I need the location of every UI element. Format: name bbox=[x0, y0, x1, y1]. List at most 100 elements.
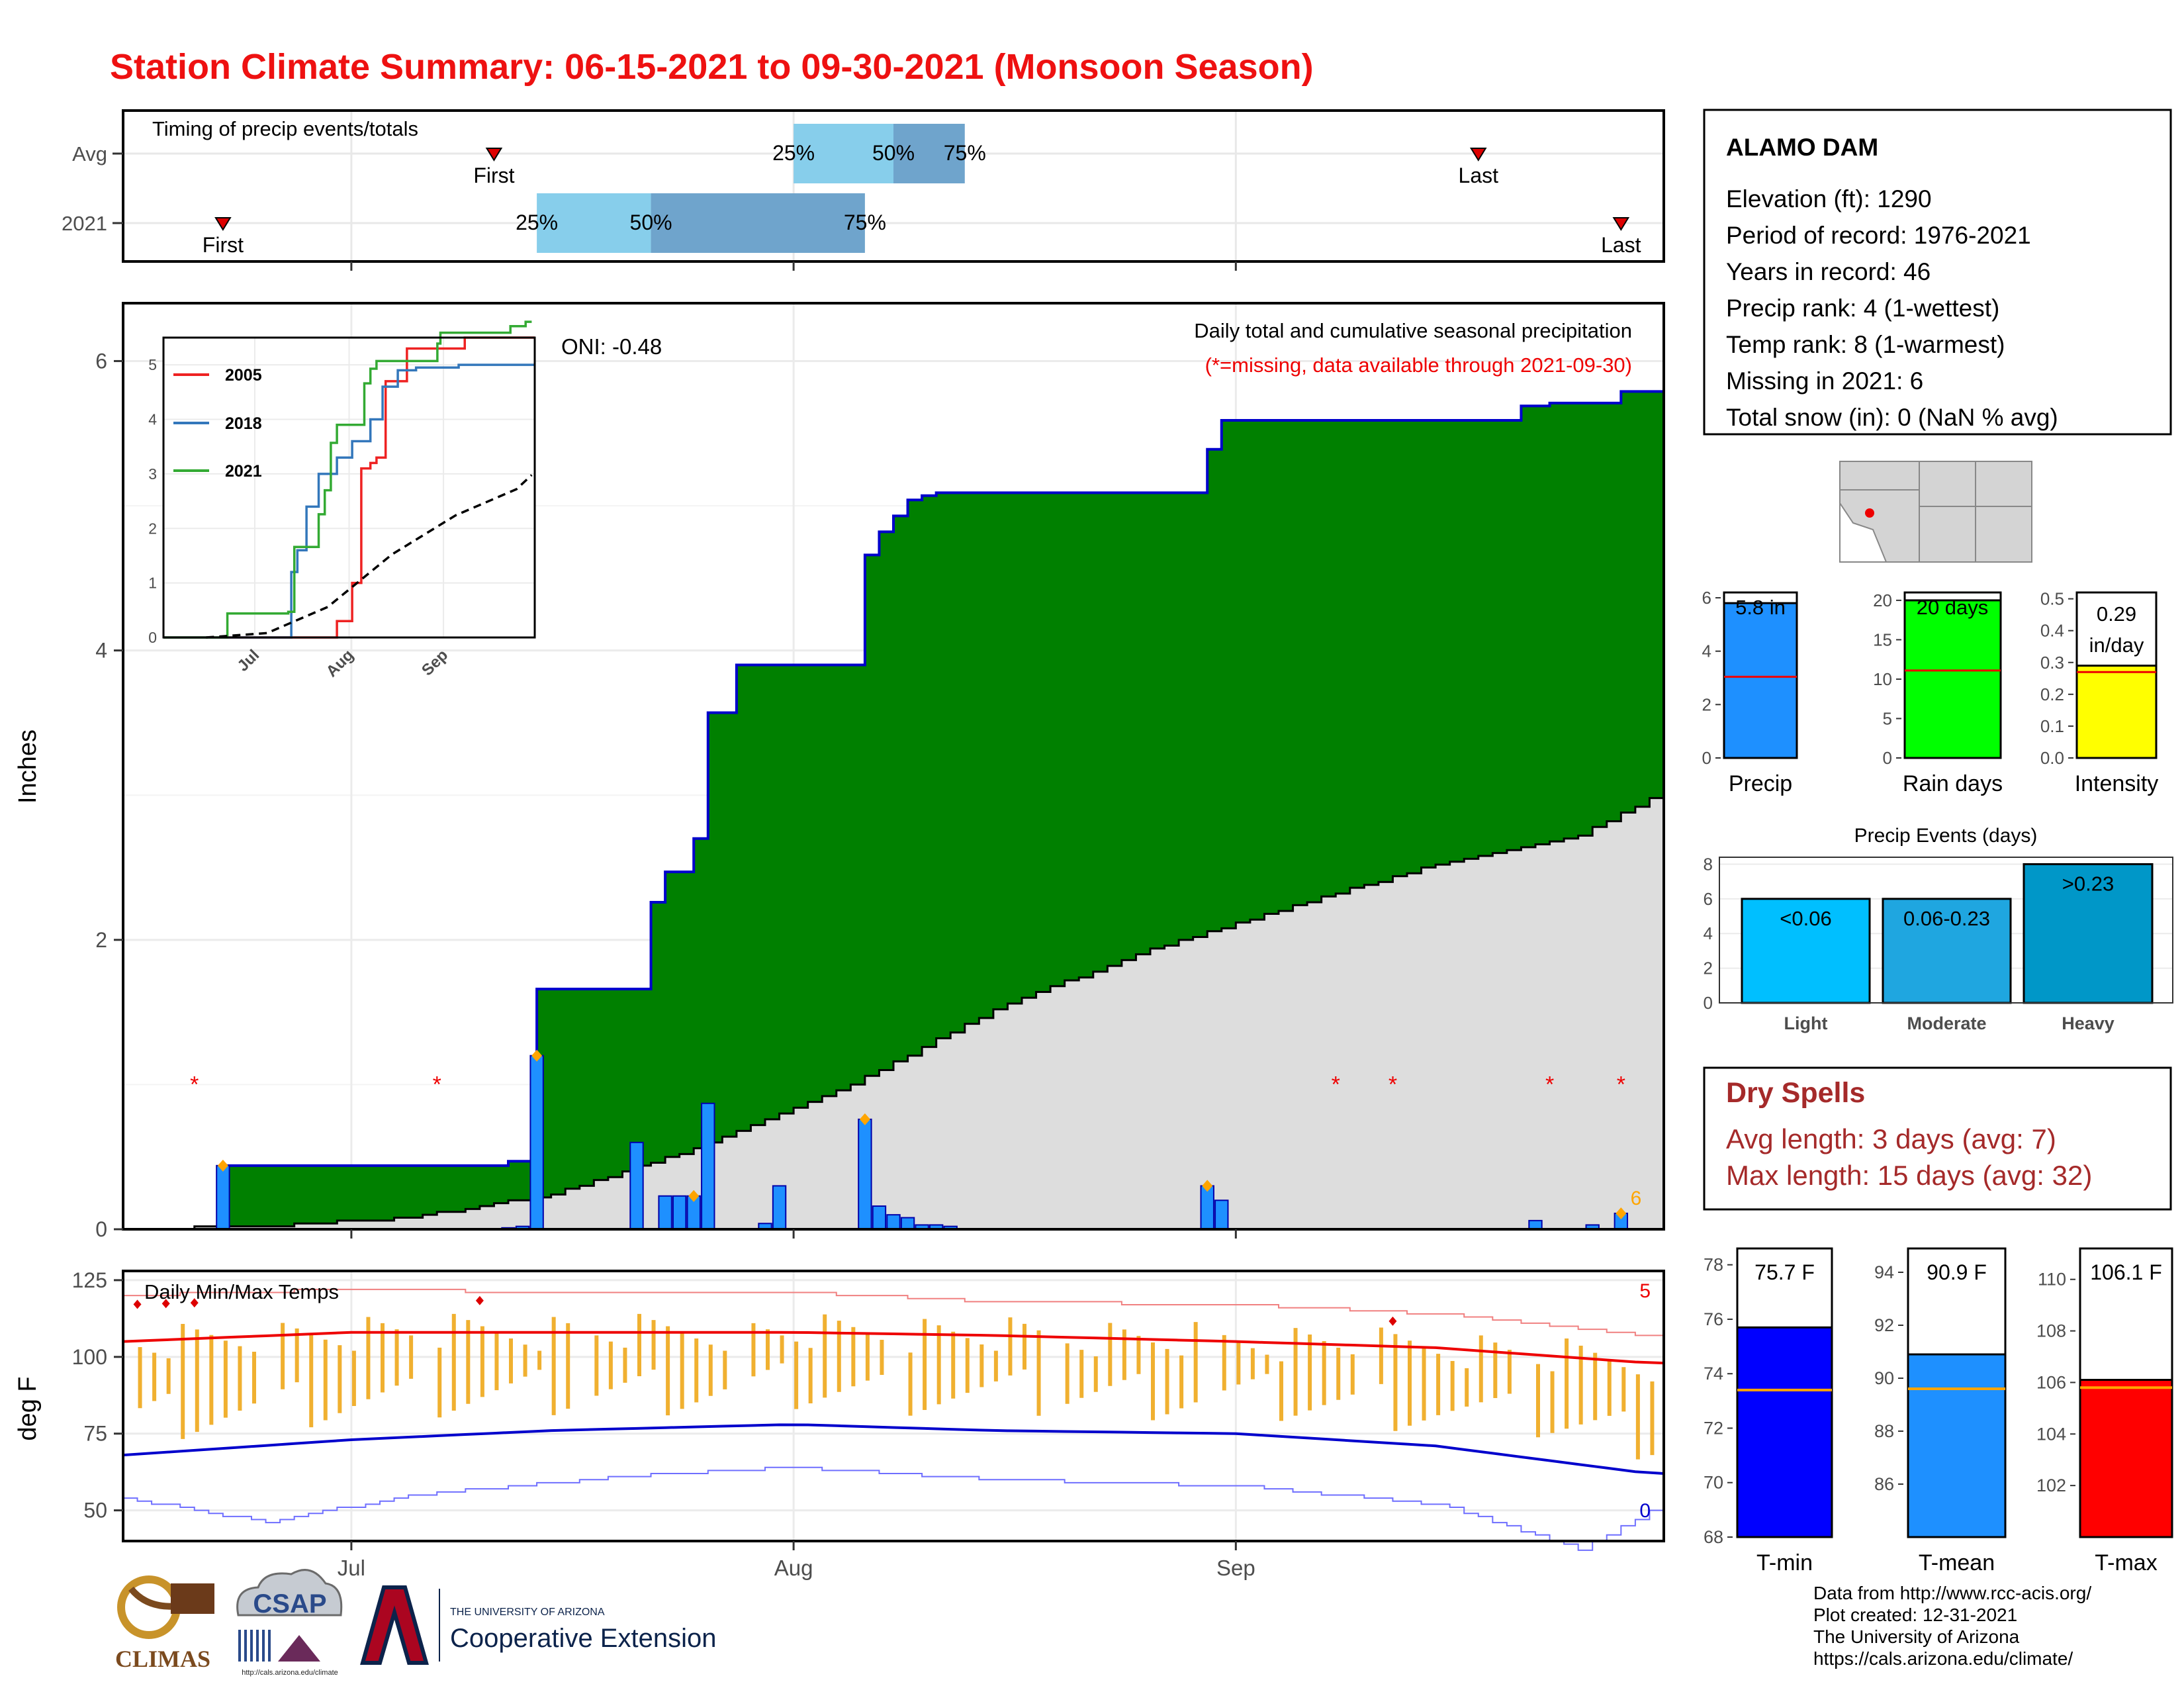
temp-summary-y-tick-label: 104 bbox=[2036, 1424, 2066, 1444]
summary-y-tick-label: 2 bbox=[1702, 694, 1711, 714]
summary-y-tick-label: 0.1 bbox=[2040, 716, 2064, 736]
event-y-tick-label: 4 bbox=[1704, 923, 1713, 943]
temp-panel-bg bbox=[123, 1271, 1664, 1541]
credit-line: Plot created: 12-31-2021 bbox=[1813, 1605, 2018, 1625]
station-info-line: Missing in 2021: 6 bbox=[1726, 367, 1923, 395]
average-min-line bbox=[122, 1423, 1664, 1475]
inset-series-line-2021 bbox=[163, 320, 532, 639]
average-precip-area bbox=[123, 798, 1664, 1229]
daily-precip-bar bbox=[1200, 1185, 1214, 1230]
dry-spells-title: Dry Spells bbox=[1726, 1077, 1865, 1109]
summary-category-label: Rain days bbox=[1903, 771, 2003, 796]
event-category-label: Moderate bbox=[1907, 1013, 1986, 1033]
summary-y-tick-label: 0.0 bbox=[2040, 748, 2064, 768]
event-category-label: Light bbox=[1784, 1013, 1828, 1033]
precip-total-label: 5.8 in bbox=[1735, 596, 1786, 619]
daily-precip-bar bbox=[629, 1141, 644, 1230]
timing-p50-label: 50% bbox=[872, 141, 915, 165]
precip-y-tick-label: 6 bbox=[95, 349, 107, 373]
station-name: ALAMO DAM bbox=[1726, 134, 1878, 161]
record-high-marker bbox=[161, 1299, 170, 1309]
climas-logo-block bbox=[171, 1583, 214, 1614]
summary-y-tick-label: 15 bbox=[1873, 630, 1892, 649]
dry-spells-max: Max length: 15 days (avg: 32) bbox=[1726, 1160, 2092, 1191]
event-category-label: Heavy bbox=[2062, 1013, 2115, 1033]
precip-missing-note: (*=missing, data available through 2021-… bbox=[1205, 353, 1632, 377]
summary-bar-rain-days bbox=[1903, 599, 2002, 759]
timing-bar-50-75 bbox=[651, 193, 865, 253]
timing-bar-25-50 bbox=[794, 124, 893, 183]
dry-spells-avg: Avg length: 3 days (avg: 7) bbox=[1726, 1123, 2056, 1154]
timing-p25-label: 25% bbox=[772, 141, 815, 165]
station-info-line: Elevation (ft): 1290 bbox=[1726, 185, 1932, 212]
ua-logo-line1: THE UNIVERSITY OF ARIZONA bbox=[450, 1607, 605, 1618]
temp-summary-value-label: 106.1 F bbox=[2090, 1260, 2162, 1284]
intensity-value-label: 0.29 bbox=[2097, 602, 2136, 626]
inset-y-tick-label: 0 bbox=[148, 629, 157, 646]
timing-p75-label: 75% bbox=[844, 211, 886, 234]
temp-summary-y-tick-label: 78 bbox=[1704, 1255, 1723, 1275]
daily-max-marker bbox=[859, 1113, 870, 1125]
precip-y-tick-label: 4 bbox=[95, 639, 107, 663]
temp-summary-y-tick-label: 76 bbox=[1704, 1309, 1723, 1329]
timing-last-label: Last bbox=[1459, 164, 1499, 187]
csap-url-text: http://cals.arizona.edu/climate bbox=[242, 1669, 338, 1677]
daily-max-marker bbox=[217, 1159, 228, 1172]
credit-line: https://cals.arizona.edu/climate/ bbox=[1813, 1648, 2073, 1669]
temp-summary-y-tick-label: 108 bbox=[2036, 1321, 2066, 1341]
record-high-line bbox=[123, 1288, 1664, 1336]
event-y-tick-label: 0 bbox=[1704, 993, 1713, 1013]
inset-legend-label: 2021 bbox=[225, 462, 262, 481]
record-high-marker bbox=[1388, 1316, 1397, 1326]
daily-precip-bar bbox=[900, 1217, 915, 1230]
summary-y-tick-label: 10 bbox=[1873, 669, 1892, 689]
record-high-marker bbox=[190, 1298, 199, 1308]
daily-max-marker bbox=[1615, 1207, 1627, 1219]
temp-y-tick-label: 75 bbox=[83, 1422, 107, 1446]
ua-logo-mark bbox=[360, 1585, 429, 1665]
station-info-box bbox=[1703, 109, 2172, 436]
summary-y-tick-label: 0.4 bbox=[2040, 621, 2064, 641]
daily-precip-bar bbox=[529, 1055, 544, 1230]
temp-summary-bar-t-mean bbox=[1907, 1353, 2007, 1538]
map-ocean bbox=[1839, 500, 1888, 563]
temp-summary-y-tick-label: 86 bbox=[1874, 1474, 1894, 1494]
event-bar-label: >0.23 bbox=[2062, 872, 2114, 895]
inset-series-line-2018 bbox=[163, 363, 535, 639]
inset-y-tick-label: 1 bbox=[148, 575, 157, 592]
timing-p75-label: 75% bbox=[944, 141, 986, 165]
temp-panel-title: Daily Min/Max Temps bbox=[144, 1280, 339, 1303]
record-high-marker bbox=[475, 1295, 484, 1305]
temp-summary-y-tick-label: 70 bbox=[1704, 1473, 1723, 1493]
missing-day-marker: * bbox=[190, 1072, 199, 1097]
credit-line: The University of Arizona bbox=[1813, 1626, 2020, 1647]
event-y-tick-label: 2 bbox=[1704, 959, 1713, 978]
temp-y-tick-label: 125 bbox=[72, 1268, 107, 1292]
missing-day-marker: * bbox=[433, 1072, 441, 1097]
temp-summary-category-label: T-max bbox=[2095, 1550, 2157, 1575]
station-info-line: Precip rank: 4 (1-wettest) bbox=[1726, 295, 1999, 322]
precip-y-tick-label: 2 bbox=[95, 928, 107, 952]
daily-precip-bar bbox=[772, 1185, 787, 1230]
summary-y-tick-label: 0.5 bbox=[2040, 589, 2064, 609]
temp-summary-y-tick-label: 106 bbox=[2036, 1372, 2066, 1392]
page-title: Station Climate Summary: 06-15-2021 to 0… bbox=[110, 47, 1314, 87]
summary-y-tick-label: 0.3 bbox=[2040, 653, 2064, 673]
logo-strip: CLIMAS CSAP http://cals.arizona.edu/climat… bbox=[115, 1569, 716, 1677]
csap-logo-text: CSAP bbox=[253, 1589, 326, 1618]
timing-p50-label: 50% bbox=[630, 211, 672, 234]
summary-category-label: Intensity bbox=[2075, 771, 2159, 796]
timing-row-label: 2021 bbox=[62, 212, 107, 235]
inset-panel-border bbox=[162, 336, 536, 639]
inset-legend-label: 2018 bbox=[225, 414, 262, 433]
summary-y-tick-label: 4 bbox=[1702, 641, 1711, 661]
summary-y-tick-label: 0.2 bbox=[2040, 684, 2064, 704]
ua-logo-line2: Cooperative Extension bbox=[450, 1624, 716, 1653]
timing-panel-title: Timing of precip events/totals bbox=[152, 117, 418, 140]
csap-mountain-icon bbox=[278, 1635, 320, 1662]
timing-first-marker bbox=[485, 148, 503, 162]
temp-summary-value-label: 75.7 F bbox=[1754, 1260, 1815, 1284]
summary-bar-intensity bbox=[2075, 665, 2158, 759]
record-low-line bbox=[123, 1466, 1664, 1551]
